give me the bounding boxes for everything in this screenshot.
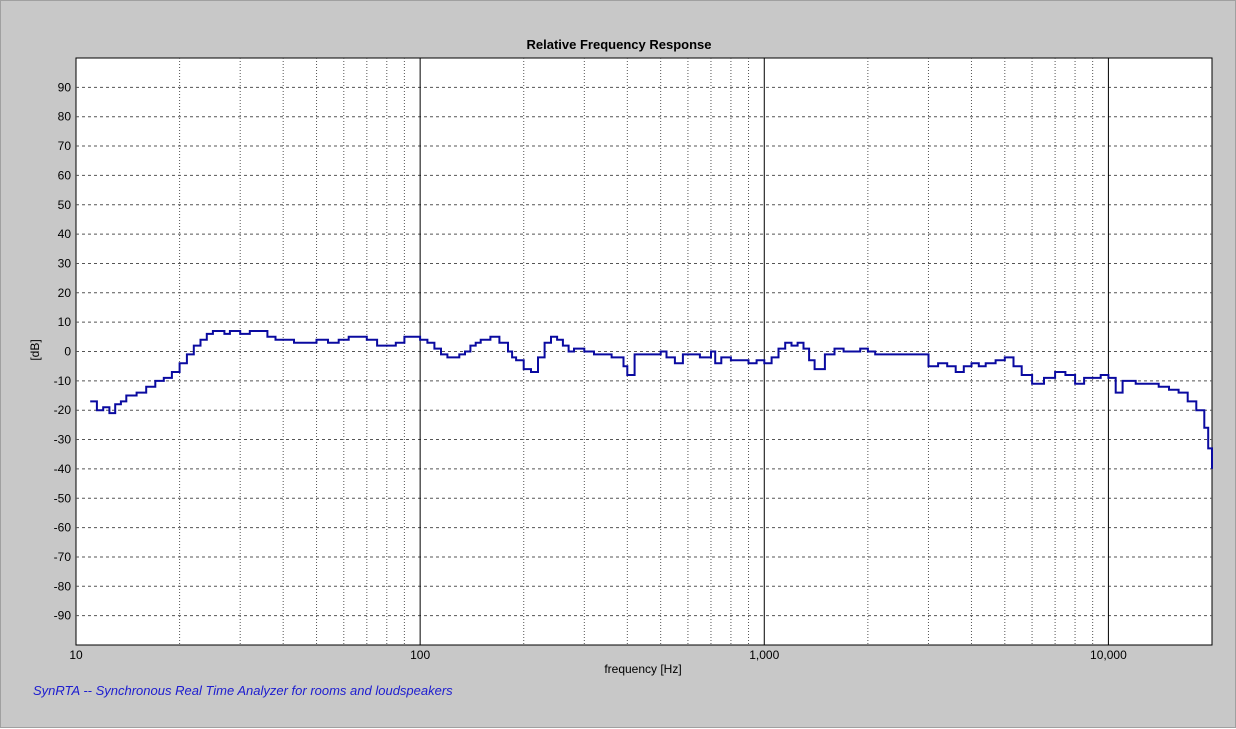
- x-tick-label: 1,000: [749, 648, 779, 662]
- y-tick-label: -90: [54, 609, 72, 623]
- y-tick-label: 40: [58, 227, 72, 241]
- x-tick-label: 10,000: [1090, 648, 1127, 662]
- plot-area: [75, 57, 1213, 646]
- y-tick-label: -70: [54, 550, 72, 564]
- y-tick-label: 10: [58, 315, 72, 329]
- y-tick-label: -50: [54, 491, 72, 505]
- y-tick-label: -30: [54, 433, 72, 447]
- y-tick-label: 90: [58, 80, 72, 94]
- y-axis-label: [dB]: [28, 339, 42, 361]
- y-tick-label: -80: [54, 579, 72, 593]
- y-tick-label: -40: [54, 462, 72, 476]
- footer-text: SynRTA -- Synchronous Real Time Analyzer…: [33, 683, 453, 698]
- y-tick-label: -20: [54, 403, 72, 417]
- response-line: [90, 330, 1213, 469]
- x-tick-label: 100: [410, 648, 430, 662]
- y-tick-label: -60: [54, 521, 72, 535]
- y-tick-label: 50: [58, 198, 72, 212]
- x-axis-label: frequency [Hz]: [604, 662, 682, 676]
- y-tick-label: 30: [58, 256, 72, 270]
- x-tick-label: 10: [69, 648, 83, 662]
- y-tick-label: 60: [58, 168, 72, 182]
- y-tick-label: 70: [58, 139, 72, 153]
- y-tick-label: 0: [64, 345, 71, 359]
- y-tick-label: -10: [54, 374, 72, 388]
- chart-title: Relative Frequency Response: [526, 37, 712, 52]
- y-tick-label: 20: [58, 286, 72, 300]
- y-tick-label: 80: [58, 110, 72, 124]
